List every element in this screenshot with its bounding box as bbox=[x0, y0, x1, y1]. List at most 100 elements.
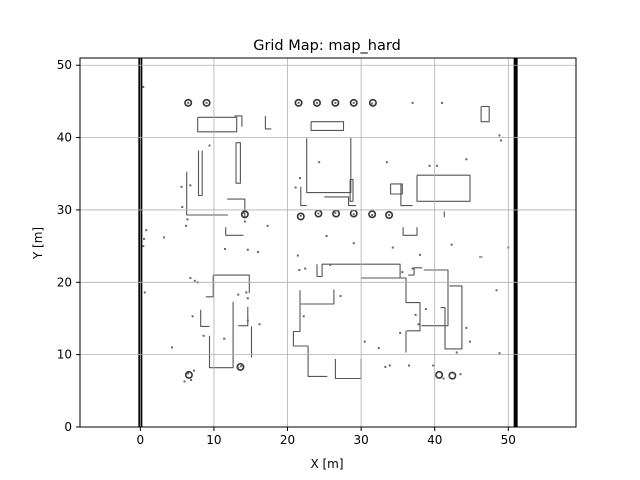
occupied-outline bbox=[234, 115, 243, 127]
occupied-cell bbox=[428, 164, 431, 167]
occupied-cell bbox=[339, 295, 342, 298]
occupied-cell bbox=[298, 268, 301, 271]
occupied-circle bbox=[331, 98, 340, 107]
occupied-outline bbox=[208, 301, 234, 369]
occupied-cell bbox=[142, 85, 145, 88]
occupied-cell bbox=[388, 364, 391, 367]
occupied-cell bbox=[469, 340, 472, 343]
chart-title: Grid Map: map_hard bbox=[253, 38, 401, 54]
occupied-cell bbox=[411, 267, 414, 270]
occupied-outline bbox=[235, 142, 241, 184]
occupied-circle bbox=[240, 210, 249, 219]
y-tick-label: 0 bbox=[64, 420, 72, 434]
occupied-cell bbox=[414, 313, 417, 316]
ticks bbox=[76, 64, 509, 431]
boundary-wall bbox=[513, 58, 518, 427]
occupied-cell bbox=[296, 254, 299, 257]
occupied-cell bbox=[184, 224, 187, 227]
occupied-structures bbox=[186, 105, 490, 380]
occupied-cell bbox=[407, 364, 410, 367]
occupied-circle bbox=[349, 98, 358, 107]
occupied-cell bbox=[245, 291, 248, 294]
occupied-cell bbox=[143, 291, 146, 294]
occupied-outline bbox=[361, 277, 421, 332]
occupied-cell bbox=[294, 186, 297, 189]
occupied-cell bbox=[401, 271, 404, 274]
occupied-cell bbox=[363, 340, 366, 343]
occupied-cell bbox=[162, 236, 165, 239]
occupied-cell bbox=[223, 337, 226, 340]
occupied-cell bbox=[498, 134, 501, 137]
occupied-cell bbox=[242, 211, 245, 214]
x-tick-label: 20 bbox=[280, 433, 295, 447]
occupied-outline bbox=[213, 274, 250, 294]
occupied-circle bbox=[314, 209, 323, 218]
occupied-cell bbox=[266, 224, 269, 227]
occupied-cell bbox=[498, 352, 501, 355]
occupied-outline bbox=[300, 289, 335, 305]
occupied-cell bbox=[257, 250, 260, 253]
occupied-cell bbox=[297, 101, 300, 104]
x-tick-label: 0 bbox=[137, 433, 145, 447]
x-axis-label: X [m] bbox=[310, 457, 343, 471]
occupied-cell bbox=[299, 177, 302, 180]
occupied-cell bbox=[186, 218, 189, 221]
occupied-outline bbox=[416, 174, 471, 202]
y-tick-label: 40 bbox=[57, 131, 72, 145]
occupied-cell bbox=[317, 212, 320, 215]
occupied-cell bbox=[459, 373, 462, 376]
occupied-cell bbox=[190, 378, 193, 381]
occupied-cell bbox=[181, 206, 184, 209]
occupied-cell bbox=[411, 101, 414, 104]
occupied-outline bbox=[227, 198, 246, 219]
occupied-cell bbox=[384, 365, 387, 368]
occupied-outline bbox=[324, 196, 356, 207]
occupied-cell bbox=[441, 101, 444, 104]
occupied-cell bbox=[385, 161, 388, 164]
occupied-outline bbox=[292, 290, 309, 347]
occupied-outline bbox=[238, 306, 249, 327]
map-free-space bbox=[140, 58, 516, 427]
x-tick-label: 50 bbox=[501, 433, 516, 447]
occupied-cell bbox=[302, 315, 305, 318]
occupied-outline bbox=[225, 227, 244, 236]
y-tick-label: 20 bbox=[57, 275, 72, 289]
occupied-cell bbox=[193, 369, 196, 372]
occupied-outline bbox=[197, 150, 203, 197]
occupied-cell bbox=[465, 158, 468, 161]
occupied-outline bbox=[390, 183, 403, 195]
y-tick-label: 10 bbox=[57, 348, 72, 362]
occupied-circle bbox=[312, 98, 321, 107]
occupied-cell bbox=[315, 101, 318, 104]
occupied-cell bbox=[205, 101, 208, 104]
occupied-cell bbox=[237, 366, 240, 369]
occupied-cell bbox=[246, 319, 249, 322]
plot-area: 0 10 20 30 40 50 0 10 20 30 40 50 bbox=[57, 57, 577, 447]
occupied-circle bbox=[184, 98, 193, 107]
occupied-cell bbox=[371, 214, 374, 217]
occupied-cell bbox=[465, 326, 468, 329]
occupied-outline bbox=[200, 309, 210, 327]
occupied-cell bbox=[246, 248, 249, 251]
occupied-cell bbox=[418, 253, 421, 256]
occupied-outline bbox=[400, 183, 413, 207]
occupied-cell bbox=[377, 347, 380, 350]
occupied-cell bbox=[391, 246, 394, 249]
occupied-cell bbox=[325, 234, 328, 237]
occupied-cell bbox=[399, 331, 402, 334]
occupied-cell bbox=[334, 101, 337, 104]
occupied-cell bbox=[417, 323, 420, 326]
occupied-cell bbox=[448, 375, 451, 378]
occupied-cell bbox=[452, 372, 455, 375]
occupied-cell bbox=[352, 101, 355, 104]
occupied-cell bbox=[208, 144, 211, 147]
occupied-cell bbox=[499, 139, 502, 142]
occupied-circle bbox=[184, 370, 193, 379]
occupied-outline bbox=[300, 186, 307, 207]
occupied-outline bbox=[310, 121, 345, 131]
occupied-cell bbox=[142, 245, 145, 248]
y-tick-label: 30 bbox=[57, 203, 72, 217]
occupied-cell bbox=[246, 297, 249, 300]
occupied-circle bbox=[349, 209, 358, 218]
